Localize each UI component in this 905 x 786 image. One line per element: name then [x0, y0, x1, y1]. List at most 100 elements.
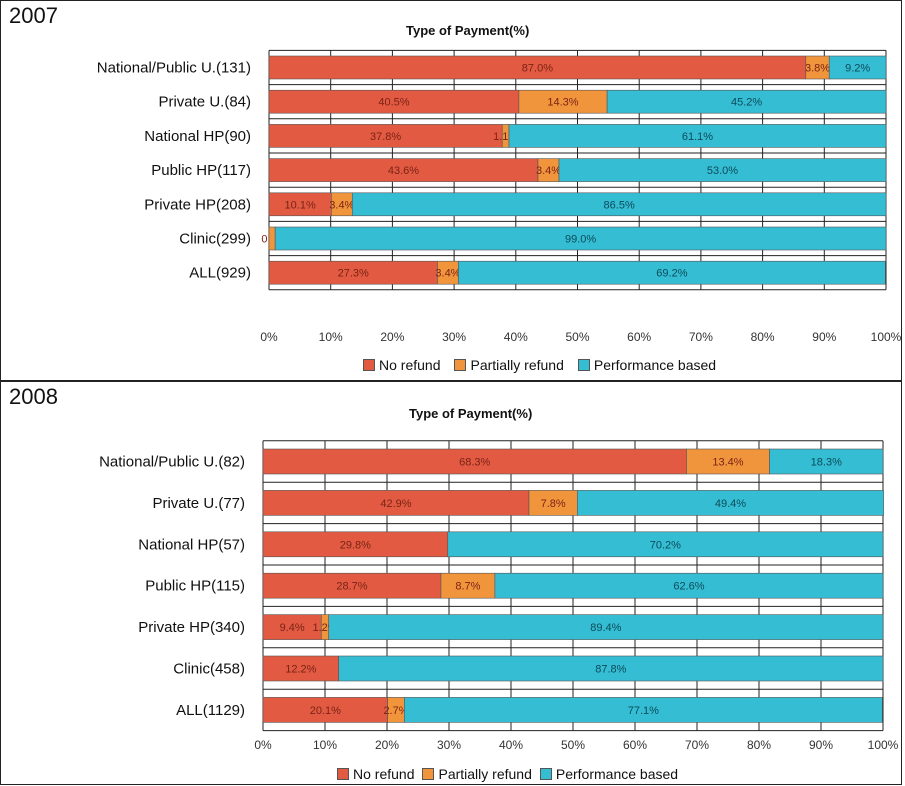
bar-segment-performance-based — [606, 89, 887, 114]
x-tick-label: 90% — [812, 330, 836, 344]
x-tick-label: 70% — [689, 330, 713, 344]
category-label: Private HP(208) — [144, 196, 251, 213]
data-label: 62.6% — [673, 581, 704, 593]
x-tick-label: 0% — [254, 738, 272, 752]
data-label: 61.1% — [682, 131, 713, 143]
stacked-bar-chart: 0% 10% 20% 30% 40% 50% 60% 70% 80% 90% 100% Nationa… — [97, 49, 901, 344]
x-tick-label: 40% — [504, 330, 528, 344]
data-label: 27.3% — [338, 268, 369, 280]
data-label: 87.8% — [595, 664, 626, 676]
data-label: 8.7% — [455, 581, 480, 593]
category-label: Public HP(117) — [151, 162, 251, 179]
bar-segment-performance-based — [558, 158, 887, 182]
bar-segment-no-refund — [262, 490, 530, 516]
chart-title: Type of Payment(%) — [409, 406, 533, 421]
data-label: 7.8% — [541, 498, 566, 510]
x-tick-label: 0% — [260, 330, 278, 344]
x-tick-label: 60% — [623, 738, 647, 752]
data-label: 29.8% — [340, 539, 371, 551]
bar-segment-performance-based — [351, 192, 887, 217]
data-label: 68.3% — [459, 457, 490, 469]
x-tick-label: 50% — [565, 330, 589, 344]
bar-segment-partially-refund — [528, 490, 578, 516]
category-label: Clinic(299) — [179, 231, 251, 248]
data-label: 2.7% — [383, 705, 408, 717]
legend-item-no-refund: No refund — [337, 766, 414, 782]
category-label: National HP(57) — [138, 536, 245, 553]
x-tick-label: 90% — [809, 738, 833, 752]
data-label: 12.2% — [285, 664, 316, 676]
data-label: 49.4% — [715, 498, 746, 510]
data-label: 3.4% — [536, 165, 561, 177]
category-label: ALL(1129) — [176, 702, 245, 719]
data-label: 28.7% — [336, 581, 367, 593]
x-tick-label: 10% — [319, 330, 343, 344]
legend-item-partially-refund: Partially refund — [422, 766, 532, 782]
legend-swatch-no-refund — [337, 768, 349, 780]
category-label: Private U.(77) — [152, 495, 245, 512]
data-label: 87.0% — [522, 63, 553, 75]
data-label: 3.4% — [329, 199, 354, 211]
data-label: 43.6% — [388, 165, 419, 177]
data-label: 9.2% — [845, 63, 870, 75]
category-label: Private HP(340) — [138, 619, 245, 636]
x-tick-label: 100% — [871, 330, 901, 344]
bar-segment-partially-refund — [440, 572, 496, 599]
data-label: 40.5% — [378, 97, 409, 109]
data-label: 3.4% — [435, 268, 460, 280]
data-label: 14.3% — [547, 97, 578, 109]
category-label: ALL(929) — [189, 265, 251, 282]
category-label: National HP(90) — [144, 128, 251, 145]
year-label: 2007 — [9, 3, 58, 28]
bar-segment-no-refund — [262, 655, 339, 682]
legend-label: Partially refund — [470, 357, 564, 373]
x-tick-label: 100% — [868, 738, 899, 752]
x-tick-label: 30% — [442, 330, 466, 344]
category-label: Private U.(84) — [158, 94, 251, 111]
data-label: 42.9% — [380, 498, 411, 510]
bar-segment-performance-based — [508, 124, 887, 148]
chart-panel-2008: 2008 Type of Payment(%) 0% 10% 20% 30% 40% 50… — [0, 381, 902, 785]
data-label: 9.4% — [280, 622, 305, 634]
bar-segment-performance-based — [828, 55, 887, 80]
x-tick-label: 70% — [685, 738, 709, 752]
chart-title: Type of Payment(%) — [406, 23, 530, 38]
legend-item-performance-based: Performance based — [539, 766, 678, 782]
bar-segment-performance-based — [338, 655, 884, 682]
x-tick-label: 60% — [627, 330, 651, 344]
data-label: 10.1% — [285, 199, 316, 211]
data-label: 86.5% — [604, 199, 635, 211]
bar-segment-performance-based — [447, 531, 884, 558]
legend-swatch-no-refund — [363, 359, 375, 371]
legend-item-performance-based: Performance based — [577, 357, 717, 373]
legend-item-no-refund: No refund — [363, 357, 440, 373]
x-tick-label: 80% — [751, 330, 775, 344]
legend-item-partially-refund: Partially refund — [454, 357, 564, 373]
legend-label: Performance based — [593, 357, 717, 373]
bar-segment-performance-based — [577, 490, 884, 516]
bar-segment-no-refund — [262, 448, 687, 475]
bar-segment-performance-based — [458, 260, 886, 285]
legend: No refund Partially refund Performance b… — [363, 357, 716, 373]
legend-label: No refund — [353, 766, 415, 782]
data-label: 53.0% — [707, 165, 738, 177]
stacked-bar-chart: 0% 10% 20% 30% 40% 50% 60% 70% 80% 90% 100% Nationa… — [99, 440, 899, 752]
category-label: National/Public U.(131) — [97, 60, 251, 77]
bar-segment-performance-based — [274, 226, 887, 251]
legend-swatch-performance-based — [577, 359, 590, 371]
legend-swatch-partially-refund — [454, 359, 467, 371]
bar-segment-performance-based — [769, 448, 884, 475]
data-label: 18.3% — [811, 457, 842, 469]
year-label: 2008 — [9, 384, 58, 409]
bar-segment-no-refund — [262, 572, 442, 599]
bar-segment-no-refund — [262, 697, 388, 723]
x-tick-label: 20% — [375, 738, 399, 752]
x-tick-label: 20% — [380, 330, 404, 344]
bar-segment-partially-refund — [686, 448, 770, 475]
bar-segment-no-refund — [262, 531, 449, 558]
legend-swatch-performance-based — [539, 768, 552, 780]
category-label: National/Public U.(82) — [99, 454, 245, 471]
data-label: 37.8% — [370, 131, 401, 143]
bar-segment-performance-based — [404, 697, 883, 723]
category-label: Clinic(458) — [173, 661, 245, 678]
